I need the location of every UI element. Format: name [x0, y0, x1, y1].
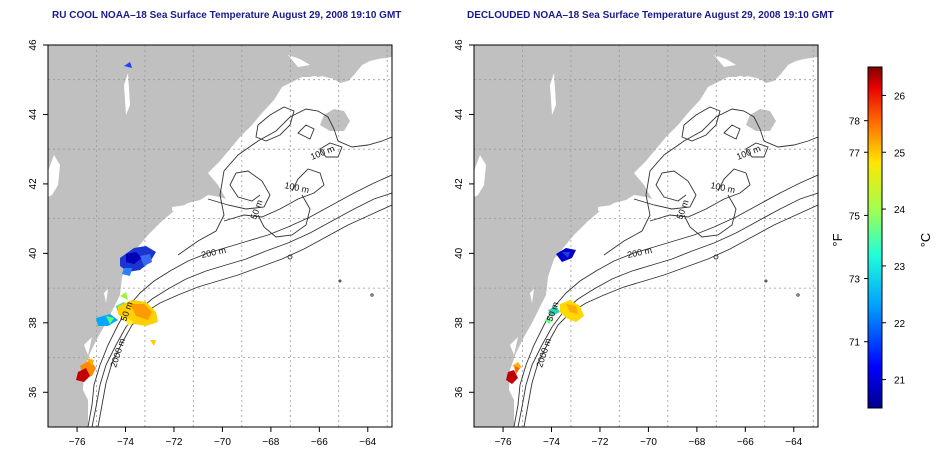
lat-tick-label-right: 40 — [454, 247, 465, 259]
lon-tick-label-right: −72 — [591, 437, 608, 448]
lon-tick-label-left: −64 — [359, 437, 376, 448]
sst-patches-right — [506, 248, 584, 384]
lat-tick-label-right: 42 — [454, 178, 465, 190]
colorbar-unit-celsius: °C — [918, 233, 933, 248]
left-map-title: RU COOL NOAA–18 Sea Surface Temperature … — [52, 10, 402, 21]
lat-tick-label-right: 44 — [454, 108, 465, 120]
colorbar-fahrenheit-label: 71 — [849, 338, 861, 349]
lon-tick-label-right: −66 — [737, 437, 754, 448]
colorbar-celsius-label: 26 — [894, 91, 906, 102]
lat-tick-label-left: 42 — [28, 178, 39, 190]
colorbar-fahrenheit-label: 78 — [849, 117, 861, 128]
lat-tick-label-left: 36 — [28, 386, 39, 398]
sst-patches-left — [76, 62, 158, 382]
lon-tick-label-left: −68 — [262, 437, 279, 448]
right-map-frame — [473, 44, 819, 428]
colorbar-celsius-label: 25 — [894, 148, 906, 159]
lon-tick-label-left: −66 — [311, 437, 328, 448]
colorbar-unit-fahrenheit: °F — [830, 233, 845, 246]
colorbar-fahrenheit-label: 77 — [849, 148, 861, 159]
temperature-colorbar — [867, 66, 883, 409]
lon-tick-label-right: −76 — [495, 437, 512, 448]
colorbar-celsius-label: 24 — [894, 205, 906, 216]
lat-tick-label-right: 38 — [454, 317, 465, 329]
lat-tick-label-left: 44 — [28, 108, 39, 120]
lon-tick-label-right: −64 — [785, 437, 802, 448]
colorbar-celsius-label: 22 — [894, 319, 906, 330]
colorbar-celsius-label: 21 — [894, 376, 906, 387]
lon-tick-label-left: −70 — [214, 437, 231, 448]
lon-tick-label-left: −74 — [117, 437, 134, 448]
colorbar-fahrenheit-label: 75 — [849, 211, 861, 222]
lon-tick-label-left: −72 — [165, 437, 182, 448]
lat-tick-label-left: 40 — [28, 247, 39, 259]
contour-label-100m-north: 100 m — [309, 143, 336, 162]
contour-label-100m-south: 100 m — [284, 180, 311, 195]
contour-label-200m-right: 200 m — [626, 245, 653, 260]
lon-tick-label-right: −74 — [543, 437, 560, 448]
left-map-frame — [47, 44, 393, 428]
contour-label-2000m: 2000 m — [108, 337, 127, 369]
lat-tick-label-right: 36 — [454, 386, 465, 398]
contour-label-100m-north-right: 100 m — [735, 143, 762, 162]
lat-tick-label-left: 46 — [28, 39, 39, 51]
colorbar-celsius-label: 23 — [894, 262, 906, 273]
contour-label-200m: 200 m — [200, 245, 227, 260]
lon-tick-label-left: −76 — [69, 437, 86, 448]
right-map-title: DECLOUDED NOAA–18 Sea Surface Temperatur… — [467, 10, 834, 21]
lon-tick-label-right: −68 — [688, 437, 705, 448]
lat-tick-label-left: 38 — [28, 317, 39, 329]
lon-tick-label-right: −70 — [640, 437, 657, 448]
lat-tick-label-right: 46 — [454, 39, 465, 51]
colorbar-fahrenheit-label: 73 — [849, 275, 861, 286]
contour-label-2000m-right: 2000 m — [534, 337, 553, 369]
contour-label-100m-south-right: 100 m — [710, 180, 737, 195]
